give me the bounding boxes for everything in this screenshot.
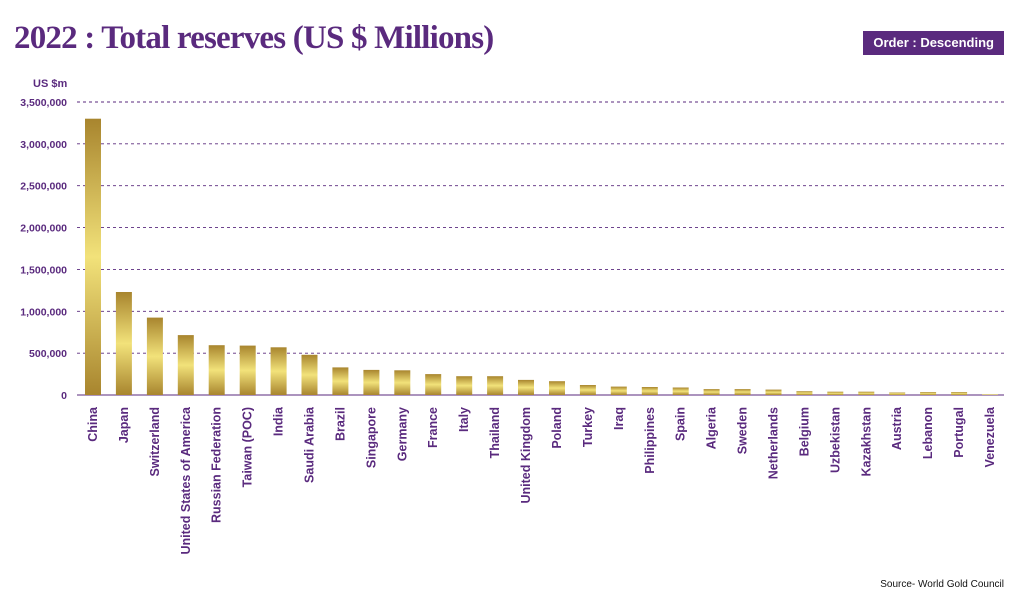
x-category-label: Iraq [612, 407, 626, 430]
bar-poland [549, 381, 565, 395]
bar-singapore [363, 369, 380, 395]
y-tick-label: 1,500,000 [20, 264, 67, 276]
x-category-label: Germany [395, 407, 409, 461]
x-category-label: Singapore [364, 407, 378, 468]
y-tick-label: 1,000,000 [20, 306, 67, 318]
y-tick-label: 3,500,000 [20, 97, 67, 109]
grid-lines [77, 101, 1004, 396]
bar-united-states-of-america [177, 335, 194, 395]
x-category-label: Russian Federation [210, 407, 224, 523]
x-category-label: United States of America [179, 406, 193, 555]
chart-title: 2022 : Total reserves (US $ Millions) [14, 20, 494, 56]
bar-turkey [579, 385, 596, 395]
bar-belgium [796, 391, 813, 395]
x-category-label: Sweden [736, 407, 750, 454]
bar-taiwan-poc [239, 345, 256, 395]
bar-japan [115, 292, 132, 395]
bar-philippines [641, 387, 658, 395]
x-category-label: Brazil [333, 407, 347, 441]
x-category-label: Philippines [643, 407, 657, 474]
bar-united-kingdom [518, 379, 534, 395]
bar-germany [394, 370, 411, 395]
bar-thailand [487, 376, 504, 395]
bar-austria [889, 392, 906, 395]
x-category-label: Turkey [581, 407, 595, 447]
x-category-label: India [272, 406, 286, 436]
bar-saudi-arabia [301, 354, 318, 395]
bar-switzerland [146, 317, 163, 395]
y-tick-label: 0 [61, 390, 67, 402]
bar-france [425, 374, 442, 395]
x-category-label: Portugal [952, 407, 966, 458]
y-tick-label: 3,000,000 [20, 139, 67, 151]
y-axis-ticks: 0 500,000 1,000,000 1,500,000 2,000,000 2,500… [20, 97, 67, 402]
bar-spain [672, 387, 689, 395]
bar-kazakhstan [858, 391, 875, 395]
bar-venezuela [982, 394, 998, 395]
x-axis-labels: China Japan Switzerland United States of Am… [86, 406, 997, 555]
x-category-label: Lebanon [921, 407, 935, 459]
x-category-label: Belgium [797, 407, 811, 456]
x-category-label: Switzerland [148, 407, 162, 476]
bar-russian-federation [208, 345, 225, 395]
x-category-label: Poland [550, 407, 564, 449]
x-category-label: Saudi Arabia [303, 406, 317, 483]
x-category-label: Kazakhstan [859, 407, 873, 476]
x-category-label: Netherlands [767, 407, 781, 479]
y-unit-label: US $m [33, 78, 67, 90]
y-tick-label: 2,000,000 [20, 223, 67, 235]
source-note: Source- World Gold Council [880, 579, 1004, 590]
bar-brazil [332, 367, 349, 395]
x-category-label: Thailand [488, 407, 502, 458]
y-tick-label: 2,500,000 [20, 181, 67, 193]
bar-sweden [734, 389, 751, 395]
x-category-label: Taiwan (POC) [241, 407, 255, 487]
x-category-label: Italy [457, 407, 471, 432]
x-category-label: Austria [890, 406, 904, 450]
bar-portugal [951, 392, 968, 395]
x-category-label: Uzbekistan [828, 407, 842, 473]
bar-italy [456, 376, 473, 395]
x-category-label: Algeria [705, 406, 719, 449]
x-category-label: Japan [117, 407, 131, 443]
x-category-label: France [426, 407, 440, 448]
sort-order-badge[interactable]: Order : Descending [863, 31, 1004, 55]
x-category-label: China [86, 406, 100, 442]
bar-iraq [610, 386, 627, 395]
bar-netherlands [765, 389, 782, 395]
x-category-label: United Kingdom [519, 407, 533, 504]
bars [85, 118, 998, 395]
x-category-label: Spain [674, 407, 688, 441]
bar-china [85, 118, 101, 395]
bar-algeria [703, 389, 720, 395]
bar-lebanon [920, 392, 937, 395]
y-tick-label: 500,000 [29, 348, 67, 360]
x-category-label: Venezuela [983, 406, 997, 467]
bar-india [270, 347, 287, 395]
bar-uzbekistan [827, 391, 844, 395]
